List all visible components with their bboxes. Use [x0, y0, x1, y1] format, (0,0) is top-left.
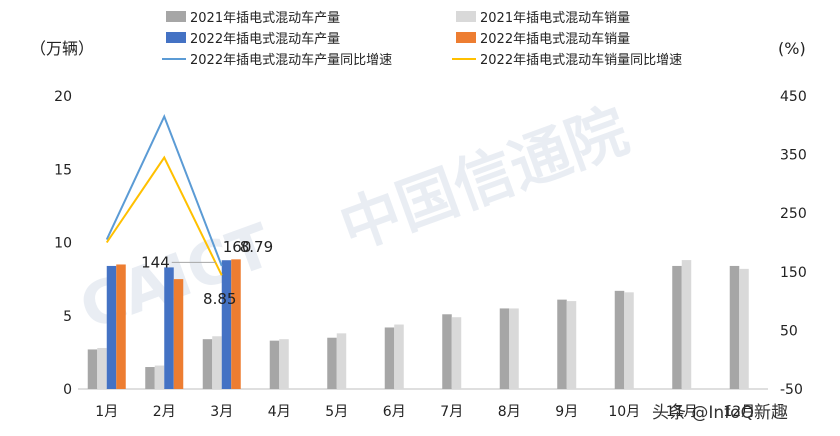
bar: [624, 292, 634, 389]
bar: [279, 339, 289, 389]
left-tick-label: 0: [63, 382, 72, 398]
bar: [87, 349, 98, 389]
x-tick-label: 12月: [723, 404, 755, 420]
right-tick-label: -50: [780, 382, 803, 398]
x-tick-label: 4月: [268, 404, 291, 420]
legend-label: 2021年插电式混动车销量: [480, 10, 630, 26]
right-axis-unit: (%): [778, 39, 806, 58]
bar: [106, 265, 117, 389]
left-tick-label: 10: [54, 236, 72, 252]
growth-lines: [105, 113, 223, 276]
data-label: 160: [223, 238, 252, 256]
right-tick-label: 450: [780, 89, 807, 105]
tick-labels: 0 5 10 15 20 -50 50 150 250 350 450 1月 2月 3月 4月 5月 6月 7月 8…: [54, 89, 807, 420]
watermark-cn: 中国信通院: [331, 96, 637, 264]
bar: [394, 324, 404, 389]
x-tick-label: 7月: [440, 404, 463, 420]
bar: [269, 340, 280, 389]
legend-label: 2022年插电式混动车销量: [480, 31, 630, 47]
bar: [499, 308, 510, 389]
data-label: 8.85: [203, 290, 236, 308]
legend-swatch: [166, 32, 186, 43]
bar: [97, 347, 107, 389]
bar: [145, 367, 155, 389]
bar: [442, 314, 452, 389]
bar: [336, 333, 347, 389]
bar: [739, 268, 749, 389]
x-tick-label: 1月: [95, 404, 118, 420]
x-tick-label: 3月: [210, 404, 233, 420]
bar: [681, 260, 692, 389]
bar: [327, 337, 337, 389]
bar: [566, 301, 577, 389]
bar: [212, 336, 222, 389]
growth-line: [105, 155, 223, 276]
x-tick-label: 2月: [153, 404, 176, 420]
right-tick-label: 350: [780, 148, 807, 164]
right-tick-label: 50: [780, 323, 798, 339]
bar: [672, 265, 682, 389]
bar: [202, 339, 213, 389]
watermark-source: 头条 @InfoQ新趣: [652, 403, 788, 423]
growth-line: [105, 113, 223, 267]
right-tick-label: 250: [780, 206, 807, 222]
legend: 2021年插电式混动车产量 2021年插电式混动车销量 2022年插电式混动车产量 2…: [162, 10, 682, 68]
right-tick-label: 150: [780, 265, 807, 281]
legend-label: 2022年插电式混动车产量: [190, 31, 340, 47]
bar: [221, 260, 232, 389]
bar: [116, 264, 126, 389]
data-label: 144: [141, 253, 170, 271]
bar: [729, 265, 740, 389]
legend-label: 2021年插电式混动车产量: [190, 10, 340, 26]
legend-label: 2022年插电式混动车销量同比增速: [480, 52, 682, 68]
bar: [557, 299, 567, 389]
bars: [87, 259, 749, 389]
bar: [614, 290, 625, 389]
bar: [231, 259, 241, 389]
x-tick-label: 11月: [666, 404, 698, 420]
legend-swatch: [456, 11, 476, 22]
left-tick-label: 20: [54, 89, 72, 105]
bar: [154, 365, 165, 389]
bar: [509, 308, 519, 389]
x-tick-label: 10月: [608, 404, 640, 420]
x-tick-label: 9月: [555, 404, 578, 420]
legend-swatch: [456, 32, 476, 43]
x-tick-label: 8月: [498, 404, 521, 420]
bar: [173, 279, 184, 389]
left-tick-label: 5: [63, 309, 72, 325]
bar: [164, 267, 174, 389]
bar: [451, 317, 462, 389]
bar: [384, 327, 395, 389]
left-tick-label: 15: [54, 162, 72, 178]
x-tick-label: 5月: [325, 404, 348, 420]
legend-label: 2022年插电式混动车产量同比增速: [190, 52, 392, 68]
left-axis-unit: （万辆）: [30, 39, 94, 58]
legend-swatch: [166, 11, 186, 22]
x-tick-label: 6月: [383, 404, 406, 420]
data-label: 8.79: [240, 238, 273, 256]
